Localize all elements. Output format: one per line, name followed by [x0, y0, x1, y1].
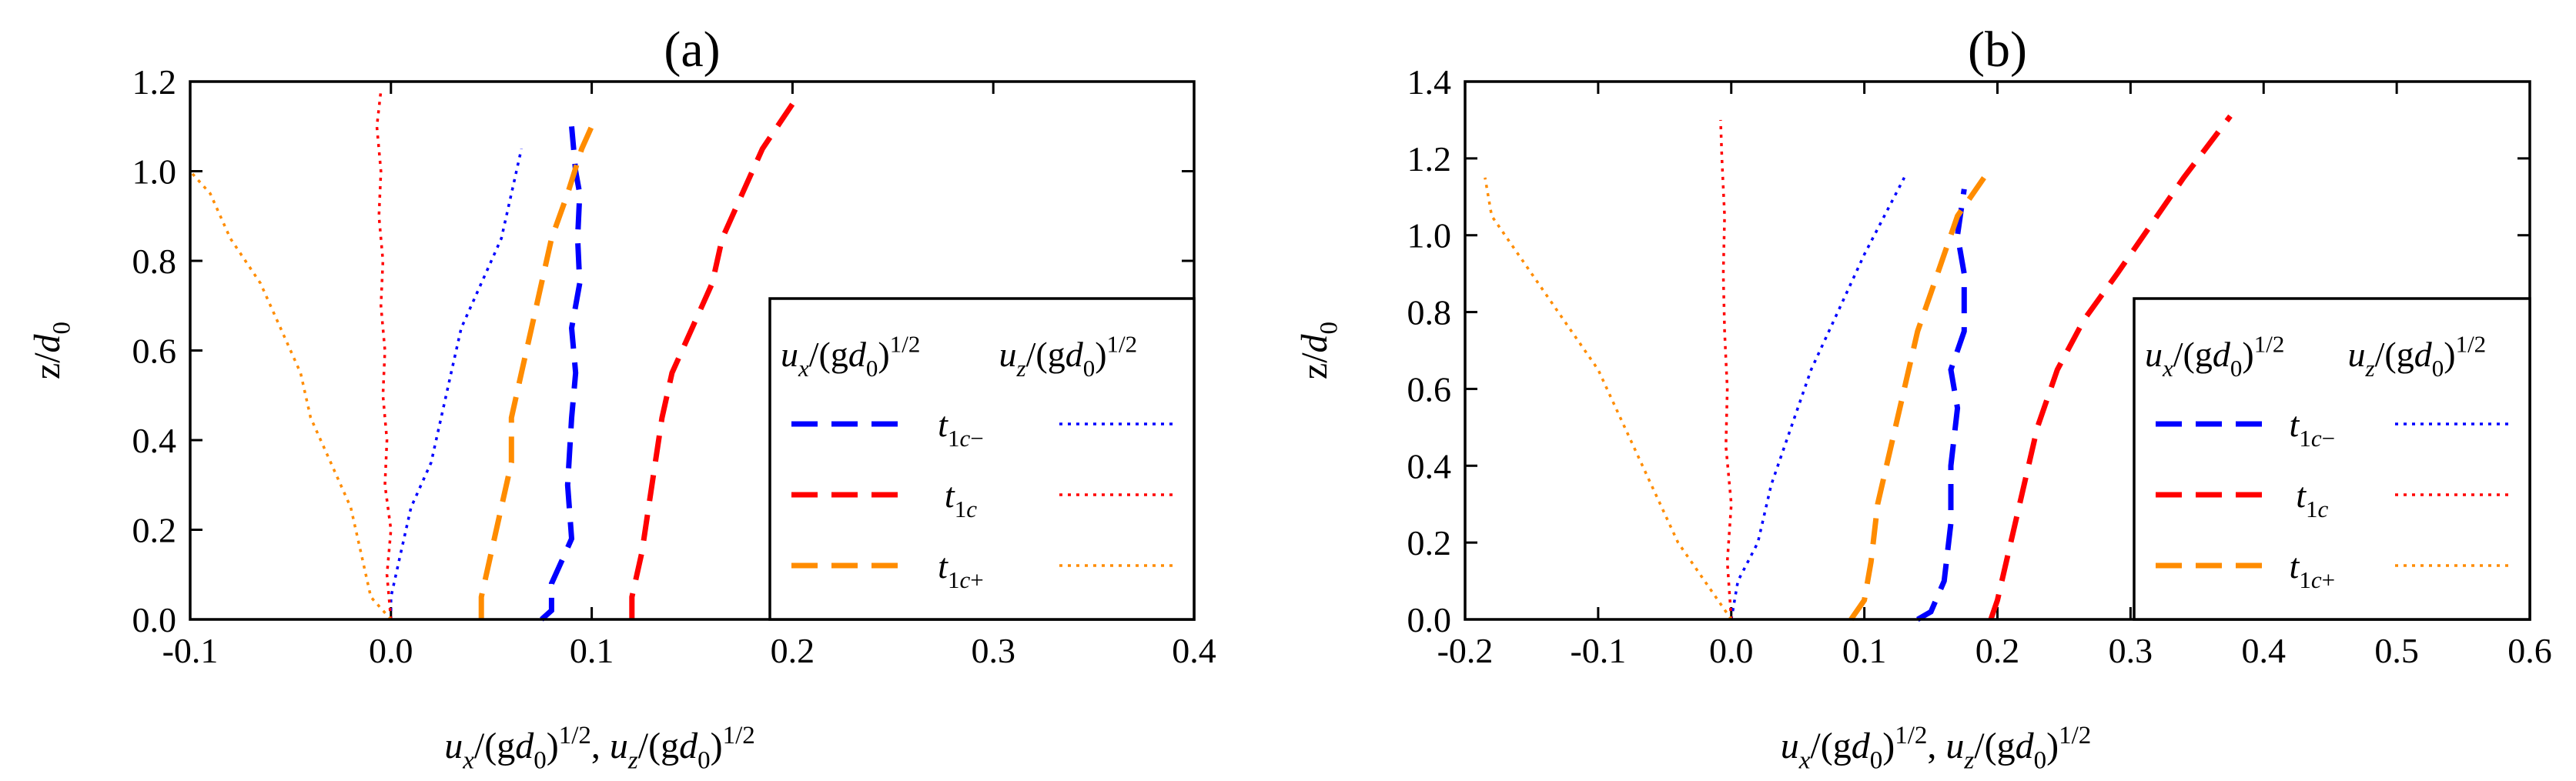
- legend-entry-label: t1c−: [938, 405, 984, 452]
- legend-header-ux: ux​/(gd0​)1/2​: [781, 331, 920, 382]
- series-line-ux-4: [1848, 175, 1987, 621]
- x-tick-label: 0.2: [1975, 631, 2020, 670]
- y-tick-label: 0.4: [1407, 446, 1452, 486]
- legend: ux​/(gd0​)1/2​ uz​/(gd0​)1/2​ t1c− t1c t1c+: [2133, 297, 2531, 621]
- y-tick-label: 1.0: [132, 152, 177, 192]
- x-tick-label: 0.0: [1709, 631, 1754, 670]
- y-tick-label: 1.2: [1407, 139, 1452, 179]
- x-tick-label: 0.5: [2374, 631, 2419, 670]
- x-tick-label: 0.1: [1842, 631, 1887, 670]
- legend-entry-label: t1c+: [2290, 546, 2336, 593]
- legend-entry-label: t1c−: [2290, 405, 2336, 452]
- legend-entry-label: t1c: [945, 476, 977, 522]
- y-tick-label: 0.6: [1407, 369, 1452, 409]
- legend-entry-label: t1c+: [938, 546, 984, 593]
- series-line-ux-2: [1988, 114, 2233, 621]
- y-tick-label: 0.2: [132, 511, 177, 550]
- y-tick-label: 0.4: [132, 421, 177, 460]
- y-axis-label: z/d0​: [1294, 322, 1343, 379]
- x-tick-label: 0.3: [971, 631, 1015, 670]
- y-tick-label: 1.2: [132, 62, 177, 102]
- chart-title: (a): [664, 22, 720, 78]
- y-tick-label: 1.0: [1407, 216, 1452, 255]
- legend-header-uz: uz​/(gd0​)1/2​: [999, 331, 1138, 382]
- x-axis-label: ux​/(gd0​)1/2​, uz​/(gd0​)1/2​: [1781, 722, 2091, 775]
- y-tick-label: 0.8: [1407, 293, 1452, 332]
- series-line-uz-5: [189, 170, 393, 621]
- series-line-uz-1: [1730, 176, 1906, 620]
- x-tick-label: -0.1: [162, 631, 219, 670]
- y-tick-label: 0.8: [132, 242, 177, 281]
- series-line-ux-0: [1916, 189, 1967, 622]
- series-line-uz-1: [390, 149, 524, 619]
- chart-panel-b: (b) -0.2 -0.1 0.0 0.1 0.2 0.3 0.4 0.5 0.6 0.0 0.2 0.…: [1294, 22, 2552, 774]
- legend-header-uz: uz​/(gd0​)1/2​: [2348, 331, 2487, 382]
- x-tick-label: -0.1: [1570, 631, 1626, 670]
- x-tick-label: 0.3: [2109, 631, 2153, 670]
- legend: ux​/(gd0​)1/2​ uz​/(gd0​)1/2​ t1c− t1c t1c+: [768, 297, 1196, 621]
- series-line-uz-3: [1719, 119, 1733, 620]
- legend-header-ux: ux​/(gd0​)1/2​: [2145, 331, 2284, 382]
- x-tick-label: 0.0: [369, 631, 413, 670]
- y-tick-label: 0.2: [1407, 523, 1452, 562]
- x-tick-label: 0.4: [2242, 631, 2287, 670]
- chart-title: (b): [1968, 22, 2027, 78]
- x-tick-label: 0.1: [570, 631, 614, 670]
- x-tick-label: -0.2: [1437, 631, 1494, 670]
- x-tick-label: 0.4: [1172, 631, 1216, 670]
- legend-entry-label: t1c: [2296, 476, 2328, 522]
- x-tick-label: 0.2: [771, 631, 815, 670]
- series-line-ux-4: [478, 125, 594, 619]
- series-line-ux-2: [629, 102, 795, 619]
- series-line-uz-5: [1484, 177, 1733, 620]
- series-line-uz-3: [375, 90, 393, 620]
- y-axis-label: z/d0​: [27, 322, 75, 379]
- chart-panel-a: (a)-0.1 0.0 0.1 0.2 0.3 0.40.00.20.40.60.81.0…: [27, 22, 1216, 774]
- y-tick-label: 0.0: [1407, 600, 1452, 639]
- series-line-ux-0: [540, 125, 583, 622]
- x-axis-label: ux​/(gd0​)1/2​, uz​/(gd0​)1/2​: [444, 722, 754, 775]
- x-tick-label: 0.6: [2507, 631, 2552, 670]
- y-tick-label: 0.0: [132, 600, 177, 639]
- y-tick-label: 0.6: [132, 332, 177, 371]
- y-tick-label: 1.4: [1407, 62, 1452, 102]
